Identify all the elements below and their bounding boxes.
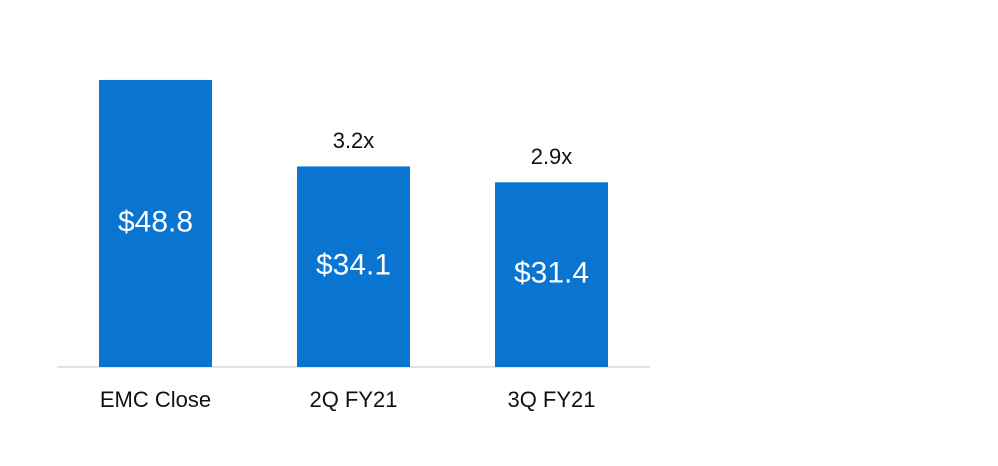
bar bbox=[99, 79, 212, 367]
x-tick-label: 3Q FY21 bbox=[507, 387, 595, 412]
annotation: 3.2x bbox=[333, 128, 375, 153]
bar bbox=[297, 166, 410, 367]
bar bbox=[495, 182, 608, 367]
value-label: $34.1 bbox=[316, 249, 391, 282]
value-label: $31.4 bbox=[514, 257, 589, 290]
x-tick-label: EMC Close bbox=[100, 387, 211, 412]
value-label: $48.8 bbox=[118, 205, 193, 238]
x-tick-label: 2Q FY21 bbox=[309, 387, 397, 412]
annotation: 2.9x bbox=[531, 144, 573, 169]
